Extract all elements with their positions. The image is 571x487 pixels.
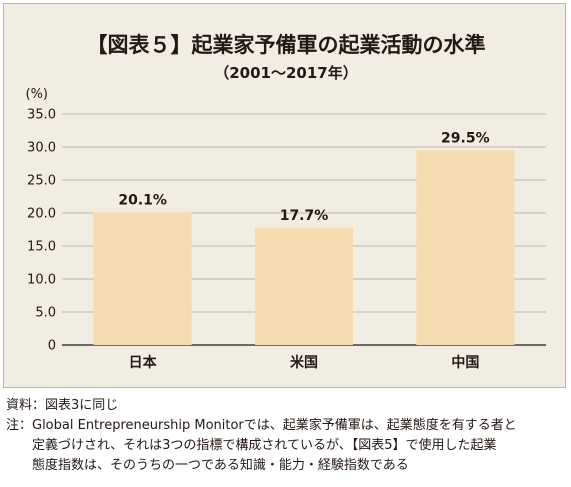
- data-label: 20.1%: [118, 192, 167, 208]
- x-axis-categories: 日本 米国 中国: [129, 354, 480, 371]
- x-category-label: 日本: [129, 354, 158, 371]
- chart-subtitle: （2001～2017年）: [214, 64, 358, 82]
- x-category-label: 米国: [290, 354, 318, 371]
- note-line-1: 注：Global Entrepreneurship Monitorでは、起業家予…: [6, 418, 517, 433]
- data-label: 29.5%: [441, 130, 490, 146]
- footnotes: 資料：図表3に同じ 注：Global Entrepreneurship Moni…: [6, 396, 566, 476]
- data-labels: 20.1% 17.7% 29.5%: [118, 130, 489, 224]
- bar: [255, 228, 353, 345]
- source-note: 資料：図表3に同じ: [6, 398, 119, 413]
- bars: [93, 150, 515, 345]
- bar: [416, 150, 515, 345]
- data-label: 17.7%: [280, 208, 329, 224]
- chart-frame: 【図表５】起業家予備軍の起業活動の水準 （2001～2017年） (%) 20.…: [3, 3, 566, 388]
- y-tick-label: 30.0: [27, 141, 56, 156]
- y-tick-label: 5.0: [35, 306, 56, 321]
- y-tick-label: 0: [48, 339, 56, 354]
- y-tick-label: 20.0: [27, 207, 56, 222]
- y-tick-label: 15.0: [27, 240, 56, 255]
- y-tick-label: 10.0: [27, 273, 56, 288]
- note-line-3: 態度指数は、そのうちの一つである知識・能力・経験指数である: [32, 458, 409, 473]
- y-axis-ticks: 0 5.0 10.0 15.0 20.0 25.0 30.0 35.0: [27, 108, 56, 354]
- y-tick-label: 35.0: [27, 108, 56, 123]
- bar-chart: 【図表５】起業家予備軍の起業活動の水準 （2001～2017年） (%) 20.…: [26, 33, 546, 371]
- y-axis-unit-label: (%): [26, 87, 49, 102]
- y-tick-label: 25.0: [27, 174, 56, 189]
- x-category-label: 中国: [451, 354, 479, 371]
- note-line-2: 定義づけされ、それは3つの指標で構成されているが、【図表5】で使用した起業: [32, 438, 497, 453]
- chart-title: 【図表５】起業家予備軍の起業活動の水準: [87, 33, 486, 57]
- bar: [93, 212, 192, 345]
